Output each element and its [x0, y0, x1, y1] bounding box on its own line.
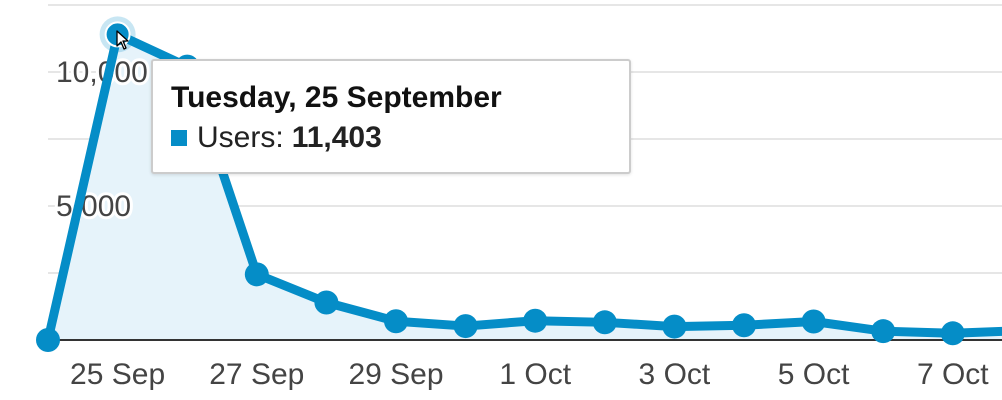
data-point-1-oct[interactable]	[523, 308, 548, 333]
data-point-27-sep[interactable]	[244, 262, 269, 287]
y-tick-label: 5,000	[56, 190, 131, 223]
data-point-30-sep[interactable]	[453, 314, 478, 339]
mouse-pointer-icon	[116, 30, 129, 50]
data-point-7-oct[interactable]	[940, 321, 965, 346]
tooltip-title: Tuesday, 25 September	[171, 81, 502, 114]
data-point-3-oct[interactable]	[662, 314, 687, 339]
x-tick-label: 5 Oct	[778, 358, 850, 391]
data-point-6-oct[interactable]	[871, 319, 896, 344]
x-tick-label: 1 Oct	[499, 358, 571, 391]
x-tick-label: 25 Sep	[70, 358, 165, 391]
data-point-4-oct[interactable]	[732, 313, 756, 338]
tooltip: Tuesday, 25 September Users: 11,403	[151, 59, 631, 174]
data-point-28-sep[interactable]	[314, 290, 339, 315]
tooltip-value: 11,403	[291, 121, 382, 154]
x-tick-label: 27 Sep	[209, 358, 304, 391]
x-tick-label: 3 Oct	[639, 358, 711, 391]
x-tick-label: 29 Sep	[348, 358, 443, 391]
series-swatch-icon	[171, 130, 187, 146]
data-point-29-sep[interactable]	[384, 309, 408, 334]
tooltip-row: Users: 11,403	[171, 121, 382, 155]
data-point-2-oct[interactable]	[592, 310, 617, 335]
tooltip-series-label: Users:	[197, 121, 284, 154]
data-point-5-oct[interactable]	[801, 309, 826, 334]
users-area-fill	[48, 34, 1002, 340]
data-point-24-sep[interactable]	[36, 328, 60, 352]
x-axis-labels: 25 Sep 27 Sep 29 Sep 1 Oct 3 Oct 5 Oct 7 Oct	[70, 358, 989, 391]
x-tick-label: 7 Oct	[917, 358, 989, 391]
